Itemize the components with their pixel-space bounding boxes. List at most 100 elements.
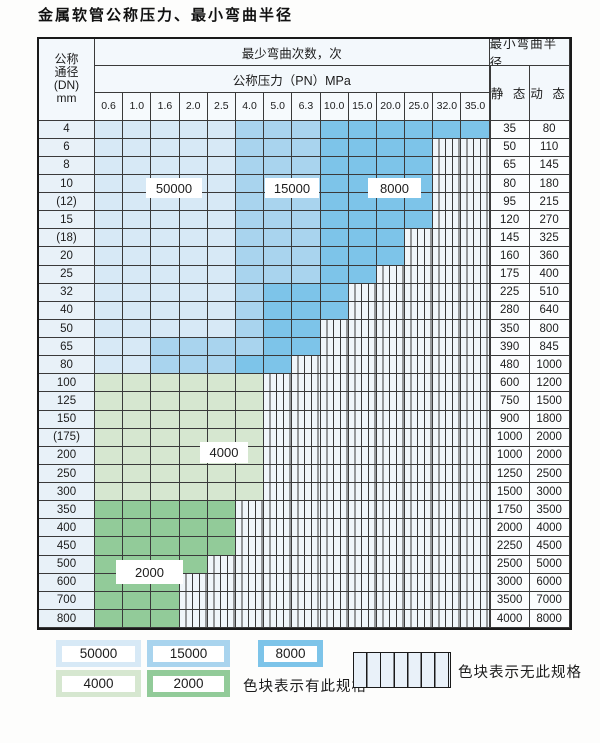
legend-label-4000: 4000 [62, 675, 135, 692]
spec-cell [95, 283, 124, 302]
spec-cell [433, 120, 462, 139]
dynamic-radius-cell: 3000 [529, 483, 570, 502]
spec-cell [123, 483, 152, 502]
spec-cell [292, 338, 321, 357]
spec-cell [179, 519, 208, 538]
dn-cell: 100 [39, 374, 95, 393]
spec-cell-none [292, 591, 321, 610]
spec-cell-none [348, 609, 377, 629]
header-pressure-value: 25.0 [405, 93, 434, 121]
spec-cell-none [264, 573, 293, 592]
spec-cell [95, 591, 124, 610]
spec-cell [292, 138, 321, 157]
spec-cell-none [376, 464, 406, 484]
spec-cell-none [235, 573, 265, 592]
spec-cell-none [348, 591, 377, 610]
spec-cell-none [376, 555, 406, 574]
spec-cell-none [433, 283, 462, 302]
spec-cell-none [376, 338, 406, 357]
spec-cell [151, 410, 180, 429]
static-radius-cell: 2000 [489, 519, 530, 538]
spec-cell-none [461, 247, 490, 266]
spec-cell [151, 501, 180, 520]
spec-cell [207, 301, 236, 320]
header-pressure-value: 2.5 [207, 93, 236, 121]
dynamic-radius-cell: 360 [529, 247, 570, 266]
dn-cell: 50 [39, 319, 95, 339]
spec-cell [207, 120, 236, 139]
legend-no-spec-swatch [353, 652, 451, 688]
spec-cell-none [461, 374, 490, 393]
spec-cell [207, 519, 236, 538]
dn-cell: 125 [39, 392, 95, 411]
spec-cell [123, 229, 152, 248]
static-radius-cell: 390 [489, 338, 530, 357]
dn-cell: 25 [39, 265, 95, 284]
dynamic-radius-cell: 80 [529, 120, 570, 139]
spec-cell-none [348, 283, 377, 302]
dynamic-radius-cell: 4500 [529, 537, 570, 556]
spec-cell-none [376, 591, 406, 610]
header-pressure-value: 1.6 [151, 93, 180, 121]
spec-cell-none [405, 319, 434, 339]
spec-cell [95, 392, 124, 411]
spec-cell [179, 501, 208, 520]
spec-cell-none [433, 501, 462, 520]
dynamic-radius-cell: 5000 [529, 555, 570, 574]
spec-cell-none [264, 609, 293, 629]
dn-cell: 200 [39, 446, 95, 465]
spec-cell [235, 156, 265, 175]
static-radius-cell: 1000 [489, 428, 530, 447]
spec-cell [123, 301, 152, 320]
spec-cell-none [292, 573, 321, 592]
dynamic-radius-cell: 4000 [529, 519, 570, 538]
spec-cell [235, 283, 265, 302]
dn-cell: (175) [39, 428, 95, 447]
spec-cell-none [320, 392, 349, 411]
static-radius-cell: 95 [489, 193, 530, 212]
spec-cell-none [320, 374, 349, 393]
dn-cell: 8 [39, 156, 95, 175]
header-bend-times: 最少弯曲次数，次 [95, 39, 490, 67]
spec-cell-none [376, 319, 406, 339]
spec-cell-none [264, 374, 293, 393]
spec-cell-none [348, 464, 377, 484]
spec-cell [95, 537, 124, 556]
header-dynamic: 动 态 [529, 66, 570, 121]
dynamic-radius-cell: 510 [529, 283, 570, 302]
spec-cell-none [405, 283, 434, 302]
spec-cell-none [348, 483, 377, 502]
spec-cell [292, 247, 321, 266]
dn-cell: 150 [39, 410, 95, 429]
spec-cell-none [235, 609, 265, 629]
spec-cell-none [348, 446, 377, 465]
spec-cell [405, 156, 434, 175]
spec-cell [179, 265, 208, 284]
spec-cell-none [433, 464, 462, 484]
static-radius-cell: 2250 [489, 537, 530, 556]
spec-cell [95, 193, 124, 212]
spec-cell-none [264, 555, 293, 574]
header-dn-line: mm [56, 91, 77, 106]
header-pressure-value: 15.0 [348, 93, 377, 121]
spec-cell-none [405, 392, 434, 411]
spec-cell [264, 265, 293, 284]
spec-cell [320, 120, 349, 139]
spec-cell [151, 392, 180, 411]
static-radius-cell: 280 [489, 301, 530, 320]
spec-cell-none [292, 410, 321, 429]
legend-box-4000: 4000 [56, 670, 141, 697]
spec-cell [207, 501, 236, 520]
spec-cell [95, 138, 124, 157]
spec-cell [264, 211, 293, 230]
spec-cell-none [433, 174, 462, 194]
spec-cell-none [292, 374, 321, 393]
spec-cell-none [461, 138, 490, 157]
dn-cell: 600 [39, 573, 95, 592]
spec-cell-none [433, 374, 462, 393]
spec-cell-none [207, 555, 236, 574]
static-radius-cell: 4000 [489, 609, 530, 629]
dn-cell: 15 [39, 211, 95, 230]
spec-cell [123, 247, 152, 266]
spec-cell-none [264, 591, 293, 610]
